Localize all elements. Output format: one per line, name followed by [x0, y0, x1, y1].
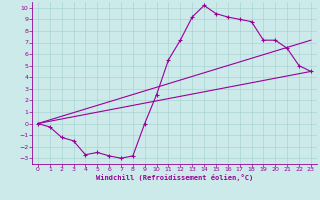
- X-axis label: Windchill (Refroidissement éolien,°C): Windchill (Refroidissement éolien,°C): [96, 174, 253, 181]
